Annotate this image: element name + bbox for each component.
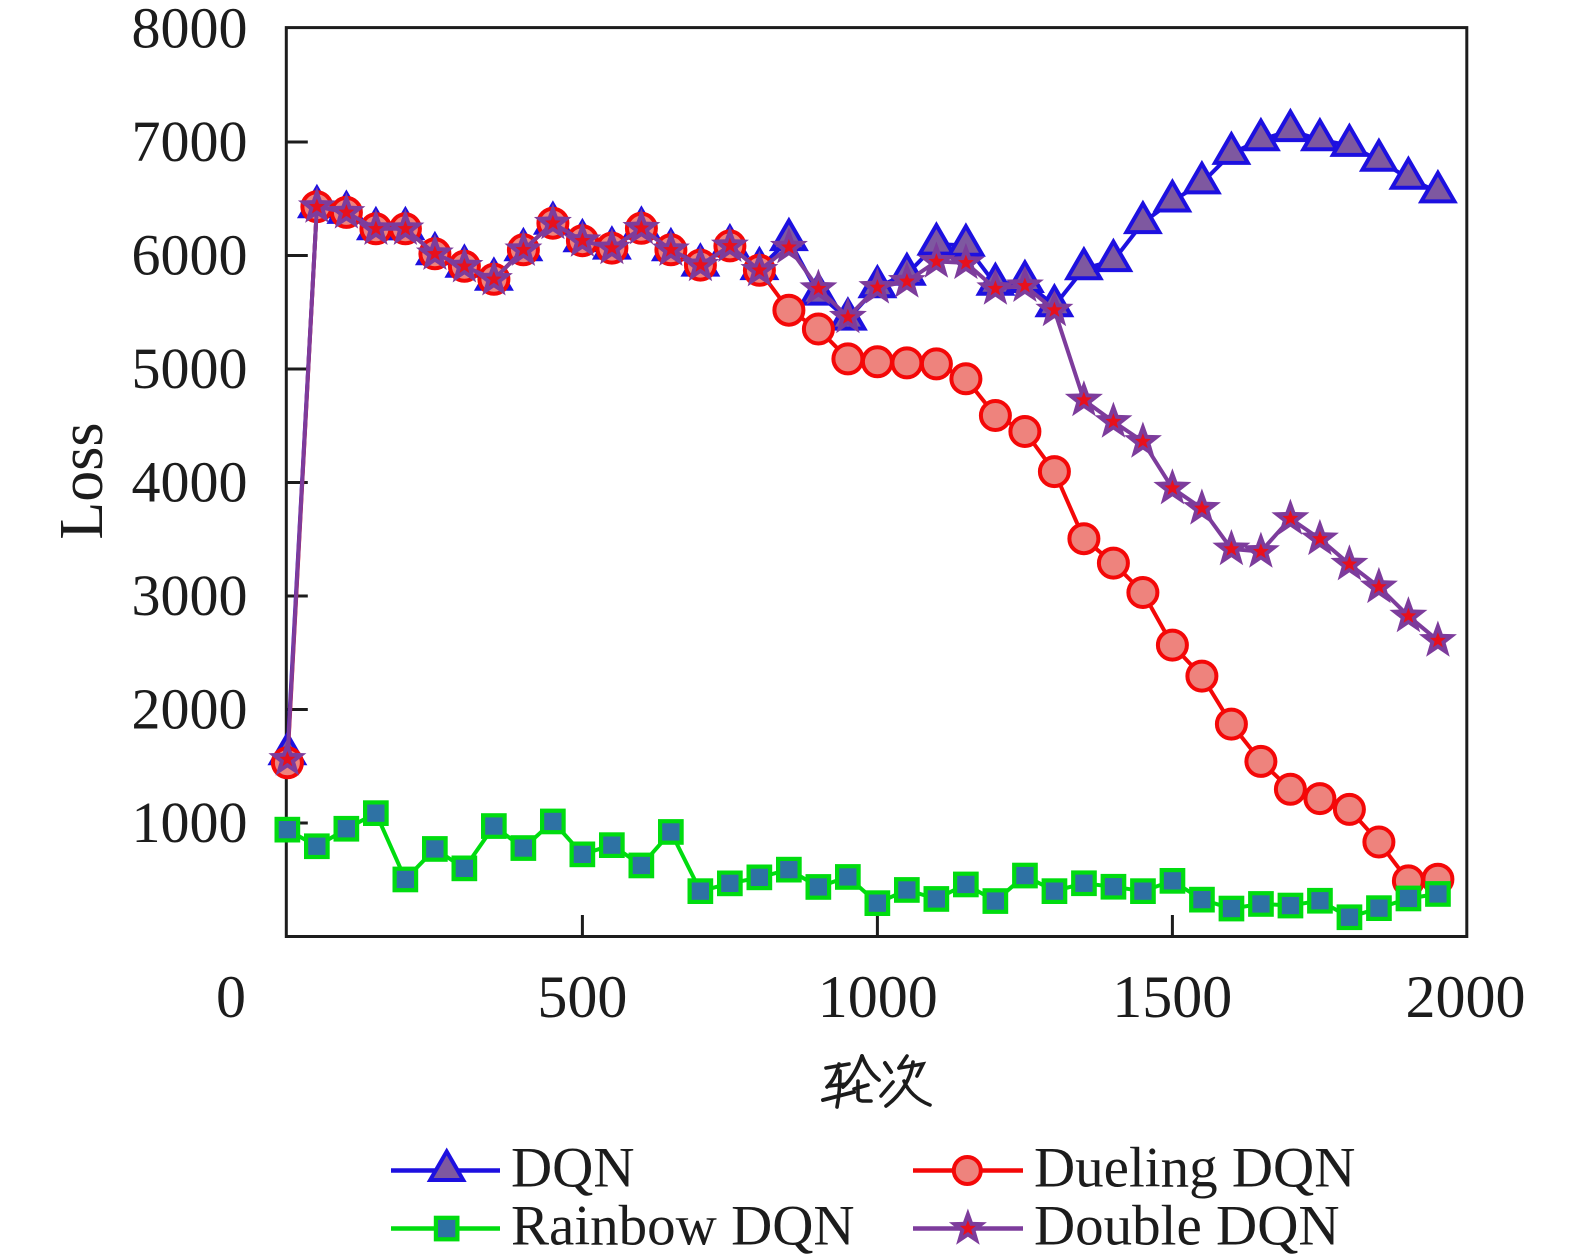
svg-text:Loss: Loss [48, 422, 116, 539]
svg-text:6000: 6000 [132, 223, 248, 288]
svg-text:Double DQN: Double DQN [1034, 1195, 1340, 1258]
svg-text:7000: 7000 [132, 109, 248, 174]
svg-text:2000: 2000 [1406, 964, 1526, 1030]
svg-text:1500: 1500 [1112, 964, 1232, 1030]
svg-text:0: 0 [216, 964, 246, 1030]
svg-text:5000: 5000 [132, 336, 248, 401]
svg-text:Rainbow DQN: Rainbow DQN [511, 1195, 855, 1258]
svg-text:1000: 1000 [818, 964, 938, 1030]
svg-text:DQN: DQN [511, 1137, 635, 1200]
svg-text:8000: 8000 [132, 0, 248, 61]
svg-text:4000: 4000 [132, 450, 248, 515]
svg-text:2000: 2000 [132, 677, 248, 742]
svg-text:Dueling DQN: Dueling DQN [1034, 1137, 1355, 1200]
svg-text:3000: 3000 [132, 563, 248, 628]
svg-text:500: 500 [537, 964, 627, 1030]
svg-text:1000: 1000 [132, 790, 248, 855]
